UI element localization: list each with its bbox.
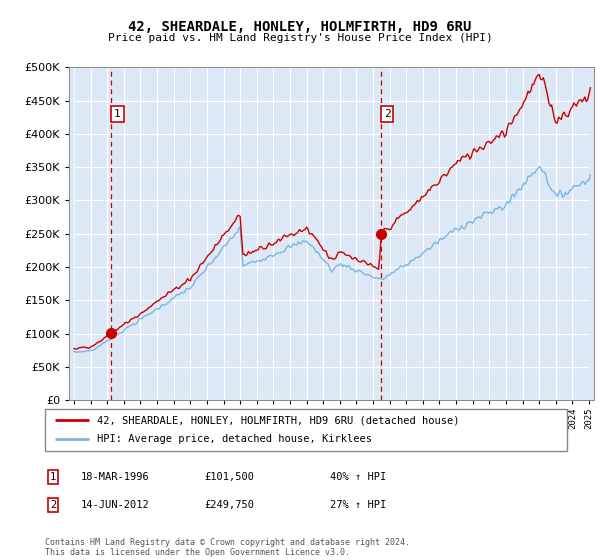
Text: 14-JUN-2012: 14-JUN-2012 bbox=[81, 500, 150, 510]
Text: 42, SHEARDALE, HONLEY, HOLMFIRTH, HD9 6RU: 42, SHEARDALE, HONLEY, HOLMFIRTH, HD9 6R… bbox=[128, 20, 472, 34]
Text: Contains HM Land Registry data © Crown copyright and database right 2024.
This d: Contains HM Land Registry data © Crown c… bbox=[45, 538, 410, 557]
Text: 18-MAR-1996: 18-MAR-1996 bbox=[81, 472, 150, 482]
Text: 42, SHEARDALE, HONLEY, HOLMFIRTH, HD9 6RU (detached house): 42, SHEARDALE, HONLEY, HOLMFIRTH, HD9 6R… bbox=[97, 415, 460, 425]
Text: 40% ↑ HPI: 40% ↑ HPI bbox=[330, 472, 386, 482]
Text: £249,750: £249,750 bbox=[204, 500, 254, 510]
Text: 27% ↑ HPI: 27% ↑ HPI bbox=[330, 500, 386, 510]
Text: Price paid vs. HM Land Registry's House Price Index (HPI): Price paid vs. HM Land Registry's House … bbox=[107, 32, 493, 43]
Bar bbox=[589, 67, 594, 400]
Bar bbox=[69, 67, 74, 400]
Text: 2: 2 bbox=[384, 109, 391, 119]
Text: HPI: Average price, detached house, Kirklees: HPI: Average price, detached house, Kirk… bbox=[97, 435, 372, 445]
Text: 1: 1 bbox=[50, 472, 56, 482]
Text: 2: 2 bbox=[50, 500, 56, 510]
Text: 1: 1 bbox=[114, 109, 121, 119]
FancyBboxPatch shape bbox=[45, 409, 567, 451]
Text: £101,500: £101,500 bbox=[204, 472, 254, 482]
